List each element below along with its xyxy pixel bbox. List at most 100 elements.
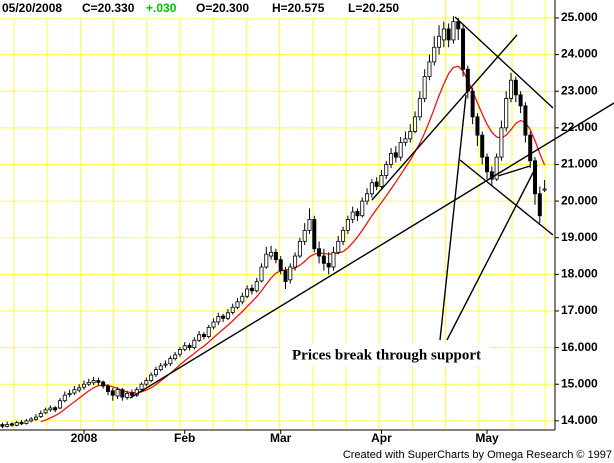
candle-body bbox=[441, 28, 446, 41]
trendline bbox=[371, 34, 518, 201]
trendline bbox=[497, 165, 531, 177]
header-field: L=20.250 bbox=[348, 1, 399, 15]
y-tick-label: 16.000 bbox=[561, 340, 598, 354]
candle-body bbox=[81, 383, 86, 388]
x-tick-label: Feb bbox=[174, 431, 195, 445]
candle-body bbox=[153, 369, 158, 376]
candle-body bbox=[278, 259, 283, 272]
candle-body bbox=[321, 255, 326, 264]
candle-body bbox=[62, 394, 67, 402]
candle-body bbox=[408, 131, 413, 140]
candle-body bbox=[504, 98, 509, 129]
candle-body bbox=[48, 407, 53, 411]
candle-body bbox=[225, 312, 230, 319]
candle-body bbox=[513, 79, 518, 96]
candle-body bbox=[201, 334, 206, 338]
header-field: 05/20/2008 bbox=[2, 1, 62, 15]
candle-body bbox=[192, 339, 197, 348]
candle-body bbox=[101, 381, 106, 387]
y-tick-label: 20.000 bbox=[561, 193, 598, 207]
candle-body bbox=[302, 229, 307, 242]
candle-body bbox=[422, 76, 427, 99]
candle-body bbox=[398, 142, 403, 158]
candle-body bbox=[163, 363, 168, 366]
candle-body bbox=[528, 134, 533, 162]
candle-body bbox=[216, 316, 221, 323]
candle-body bbox=[9, 423, 14, 426]
x-tick-label: Mar bbox=[270, 431, 292, 445]
candle-body bbox=[120, 389, 125, 398]
y-tick-label: 19.000 bbox=[561, 230, 598, 244]
candle-body bbox=[355, 210, 360, 217]
horizontal-grid bbox=[0, 17, 555, 422]
y-tick-label: 15.000 bbox=[561, 376, 598, 390]
candle-body bbox=[446, 28, 451, 41]
candle-body bbox=[53, 407, 58, 411]
candle-body bbox=[374, 181, 379, 187]
candle-body bbox=[489, 171, 494, 180]
candle-body bbox=[403, 138, 408, 143]
candle-body bbox=[293, 255, 298, 268]
x-tick-label: Apr bbox=[371, 431, 392, 445]
candle-body bbox=[19, 421, 24, 425]
candle-body bbox=[461, 28, 466, 70]
trendlines bbox=[129, 16, 614, 399]
candle-body bbox=[269, 251, 274, 257]
x-tick-label: 2008 bbox=[71, 431, 98, 445]
candle-body bbox=[336, 240, 341, 253]
candle-body bbox=[230, 306, 235, 313]
candle-body bbox=[542, 188, 547, 191]
candle-body bbox=[149, 374, 154, 381]
candle-body bbox=[494, 156, 499, 180]
candle-body bbox=[177, 349, 182, 355]
candle-body bbox=[129, 392, 134, 396]
candle-body bbox=[273, 251, 278, 261]
candles bbox=[0, 16, 547, 429]
candle-body bbox=[96, 380, 101, 383]
candle-body bbox=[158, 365, 163, 370]
candle-body bbox=[211, 321, 216, 328]
candle-body bbox=[341, 229, 346, 242]
candle-body bbox=[86, 381, 91, 385]
candle-body bbox=[417, 98, 422, 118]
candle-body bbox=[33, 416, 38, 420]
candle-body bbox=[259, 266, 264, 282]
candle-body bbox=[485, 156, 490, 173]
candle-body bbox=[77, 387, 82, 391]
axes: 14.000 15.000 16.000 17.000 18.000 19.000 20.0… bbox=[71, 10, 598, 445]
candle-body bbox=[115, 389, 120, 397]
candle-body bbox=[168, 358, 173, 365]
candle-body bbox=[254, 281, 259, 292]
candle-body bbox=[43, 409, 48, 414]
candle-body bbox=[288, 266, 293, 281]
y-tick-label: 18.000 bbox=[561, 267, 598, 281]
header-field: H=20.575 bbox=[272, 1, 325, 15]
candle-body bbox=[360, 200, 365, 217]
candle-body bbox=[537, 193, 542, 217]
candle-body bbox=[499, 127, 504, 158]
candle-body bbox=[283, 270, 288, 283]
candle-body bbox=[350, 211, 355, 220]
candle-body bbox=[197, 334, 202, 341]
candle-body bbox=[451, 21, 456, 41]
header: 05/20/2008 C=20.330 +.030 O=20.300 H=20.575 L… bbox=[2, 1, 399, 15]
arrow bbox=[446, 164, 538, 341]
y-tick-label: 14.000 bbox=[561, 413, 598, 427]
arrow bbox=[439, 94, 467, 341]
candle-body bbox=[369, 182, 374, 195]
candle-body bbox=[413, 116, 418, 132]
y-tick-label: 23.000 bbox=[561, 83, 598, 97]
candle-body bbox=[0, 424, 5, 427]
candle-body bbox=[312, 218, 317, 250]
candle-body bbox=[465, 68, 470, 92]
trendline bbox=[454, 16, 554, 109]
candle-body bbox=[523, 105, 528, 136]
candle-body bbox=[240, 295, 245, 303]
header-background bbox=[0, 0, 420, 18]
header-field: O=20.300 bbox=[196, 1, 249, 15]
candle-body bbox=[326, 262, 331, 268]
candle-body bbox=[470, 90, 475, 118]
annotation: Prices break through support bbox=[292, 347, 481, 363]
y-tick-label: 24.000 bbox=[561, 47, 598, 61]
